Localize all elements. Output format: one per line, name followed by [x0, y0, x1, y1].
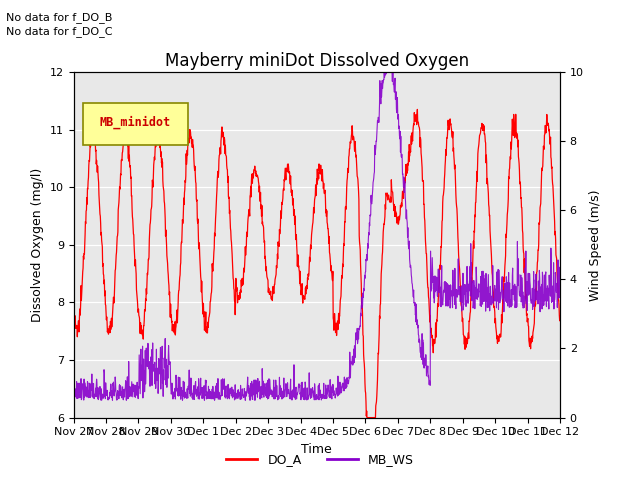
DO_A [456, 274, 464, 280]
Y-axis label: Wind Speed (m/s): Wind Speed (m/s) [589, 189, 602, 300]
DO_A [556, 313, 564, 319]
MB_WS [241, 397, 249, 403]
MB_WS [556, 293, 564, 299]
Title: Mayberry miniDot Dissolved Oxygen: Mayberry miniDot Dissolved Oxygen [164, 52, 469, 71]
Line: DO_A: DO_A [74, 109, 560, 418]
Text: No data for f_DO_C: No data for f_DO_C [6, 26, 113, 37]
DO_A [413, 107, 421, 112]
DO_A [178, 240, 186, 245]
DO_A [499, 297, 507, 302]
Line: MB_WS: MB_WS [74, 72, 560, 400]
DO_A [363, 415, 371, 420]
Legend: DO_A, MB_WS: DO_A, MB_WS [221, 448, 419, 471]
MB_WS [456, 293, 464, 299]
X-axis label: Time: Time [301, 443, 332, 456]
MB_WS [70, 397, 77, 403]
MB_WS [232, 394, 240, 400]
MB_WS [499, 288, 507, 293]
Y-axis label: Dissolved Oxygen (mg/l): Dissolved Oxygen (mg/l) [31, 168, 44, 322]
DO_A [392, 214, 400, 219]
DO_A [166, 303, 174, 309]
DO_A [70, 311, 77, 316]
FancyBboxPatch shape [83, 103, 188, 144]
DO_A [232, 282, 240, 288]
MB_WS [166, 359, 174, 364]
Text: No data for f_DO_B: No data for f_DO_B [6, 12, 113, 23]
MB_WS [381, 69, 388, 75]
MB_WS [392, 106, 400, 112]
Text: MB_minidot: MB_minidot [100, 115, 171, 129]
MB_WS [178, 387, 186, 393]
